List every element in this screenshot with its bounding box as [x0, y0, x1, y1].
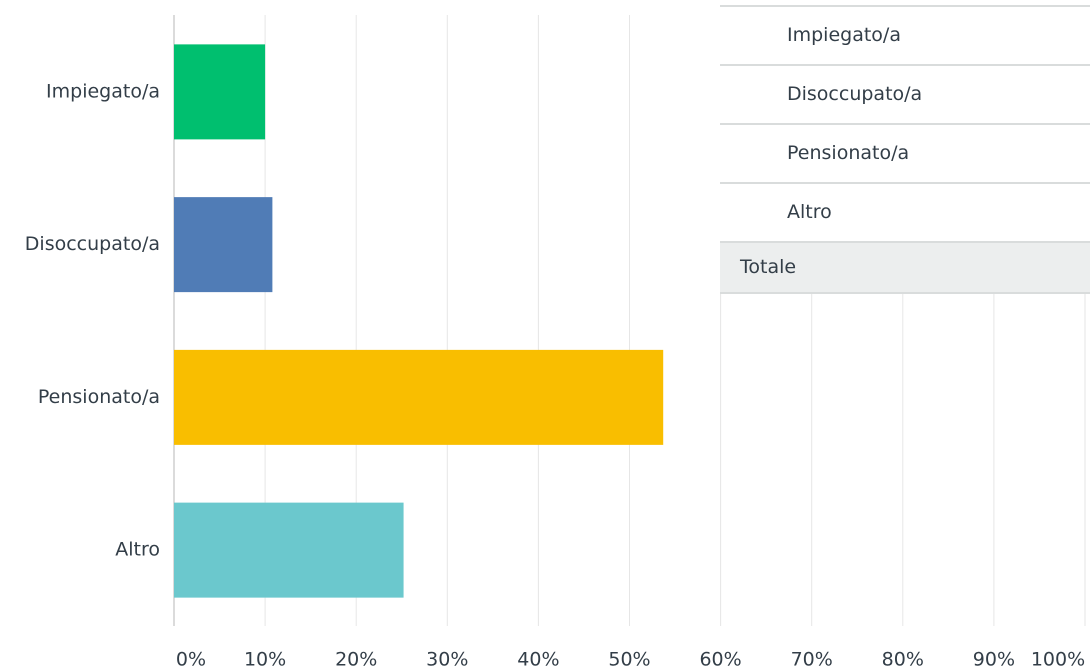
- table-row-label: Impiegato/a: [787, 24, 901, 46]
- x-tick-label: 60%: [699, 649, 741, 671]
- bar: [174, 44, 266, 140]
- y-tick-label: Altro: [115, 539, 160, 561]
- bar: [174, 197, 273, 293]
- x-tick-label: 100%: [1031, 649, 1085, 671]
- x-tick-label: 10%: [244, 649, 286, 671]
- x-tick-label: 30%: [426, 649, 468, 671]
- y-tick-label: Impiegato/a: [46, 80, 160, 102]
- x-tick-label: 40%: [517, 649, 559, 671]
- table-total-row: [720, 243, 1090, 293]
- table-total-label: Totale: [739, 256, 796, 278]
- table-row-label: Pensionato/a: [787, 142, 909, 164]
- x-tick-label: 50%: [608, 649, 650, 671]
- bar: [174, 349, 664, 445]
- x-tick-label: 80%: [882, 649, 924, 671]
- x-tick-label: 20%: [335, 649, 377, 671]
- x-tick-label: 0%: [176, 649, 206, 671]
- x-tick-label: 70%: [791, 649, 833, 671]
- y-tick-label: Disoccupato/a: [25, 233, 160, 255]
- x-tick-label: 90%: [973, 649, 1015, 671]
- table-row-label: Altro: [787, 201, 832, 223]
- table-row-label: Disoccupato/a: [787, 83, 922, 105]
- y-tick-label: Pensionato/a: [38, 386, 160, 408]
- bar: [174, 502, 404, 598]
